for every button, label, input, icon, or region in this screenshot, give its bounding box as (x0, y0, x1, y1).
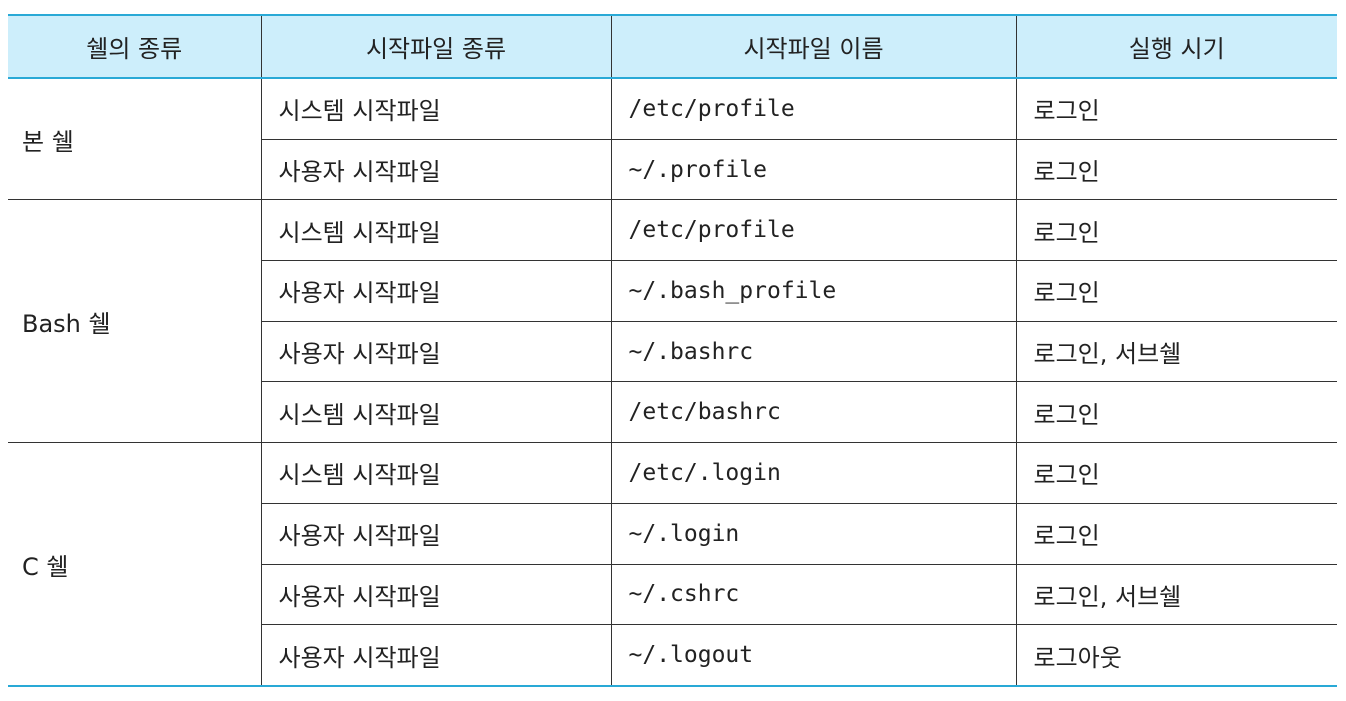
table-row: C 쉘 시스템 시작파일 /etc/.login 로그인 (8, 442, 1337, 687)
execution-time: 로그인 (1015, 442, 1337, 504)
execution-time: 로그인 (1015, 381, 1337, 444)
startup-file-type: 사용자 시작파일 (260, 260, 611, 322)
header-startup-file-name: 시작파일 이름 (610, 14, 1016, 79)
execution-time: 로그인 (1015, 199, 1337, 262)
table-body: 본 쉘 시스템 시작파일 /etc/profile 로그인 사용자 시작파일 ~… (8, 78, 1337, 687)
startup-file-name: ~/.bash_profile (610, 260, 1016, 322)
startup-file-type: 시스템 시작파일 (260, 78, 611, 140)
startup-file-type: 시스템 시작파일 (260, 442, 611, 504)
startup-file-type: 사용자 시작파일 (260, 564, 611, 626)
startup-file-name: /etc/bashrc (610, 381, 1016, 444)
table-row: 사용자 시작파일 ~/.login 로그인 (8, 503, 1337, 565)
table-row: 시스템 시작파일 /etc/bashrc 로그인 (8, 381, 1337, 444)
table-row: 사용자 시작파일 ~/.bashrc 로그인, 서브쉘 (8, 321, 1337, 383)
table-row: 사용자 시작파일 ~/.bash_profile 로그인 (8, 260, 1337, 322)
startup-file-name: /etc/profile (610, 199, 1016, 262)
table-header: 쉘의 종류 시작파일 종류 시작파일 이름 실행 시기 (8, 14, 1337, 79)
table-row: 사용자 시작파일 ~/.cshrc 로그인, 서브쉘 (8, 564, 1337, 626)
shell-name-c: C 쉘 (8, 442, 261, 687)
startup-file-type: 사용자 시작파일 (260, 321, 611, 383)
shell-startup-files-table: 쉘의 종류 시작파일 종류 시작파일 이름 실행 시기 본 쉘 시스템 시작파일… (8, 14, 1337, 687)
execution-time: 로그인 (1015, 139, 1337, 201)
startup-file-type: 시스템 시작파일 (260, 199, 611, 262)
startup-file-type: 사용자 시작파일 (260, 624, 611, 687)
startup-file-name: ~/.login (610, 503, 1016, 565)
shell-name-bash: Bash 쉘 (8, 199, 261, 444)
table-row: 본 쉘 시스템 시작파일 /etc/profile 로그인 (8, 78, 1337, 201)
startup-file-type: 시스템 시작파일 (260, 381, 611, 444)
execution-time: 로그인 (1015, 78, 1337, 140)
shell-name-bourne: 본 쉘 (8, 78, 261, 201)
execution-time: 로그아웃 (1015, 624, 1337, 687)
header-execution-time: 실행 시기 (1015, 14, 1337, 79)
startup-file-name: ~/.bashrc (610, 321, 1016, 383)
startup-file-name: ~/.profile (610, 139, 1016, 201)
startup-file-name: /etc/profile (610, 78, 1016, 140)
table-row: Bash 쉘 시스템 시작파일 /etc/profile 로그인 (8, 199, 1337, 444)
header-shell-kind: 쉘의 종류 (8, 14, 261, 79)
execution-time: 로그인, 서브쉘 (1015, 321, 1337, 383)
header-startup-file-kind: 시작파일 종류 (260, 14, 611, 79)
startup-file-name: ~/.cshrc (610, 564, 1016, 626)
execution-time: 로그인 (1015, 503, 1337, 565)
table-row: 사용자 시작파일 ~/.profile 로그인 (8, 139, 1337, 201)
startup-file-name: /etc/.login (610, 442, 1016, 504)
execution-time: 로그인, 서브쉘 (1015, 564, 1337, 626)
execution-time: 로그인 (1015, 260, 1337, 322)
startup-file-name: ~/.logout (610, 624, 1016, 687)
startup-file-type: 사용자 시작파일 (260, 139, 611, 201)
table-row: 사용자 시작파일 ~/.logout 로그아웃 (8, 624, 1337, 687)
header-row: 쉘의 종류 시작파일 종류 시작파일 이름 실행 시기 (8, 14, 1337, 79)
startup-file-type: 사용자 시작파일 (260, 503, 611, 565)
